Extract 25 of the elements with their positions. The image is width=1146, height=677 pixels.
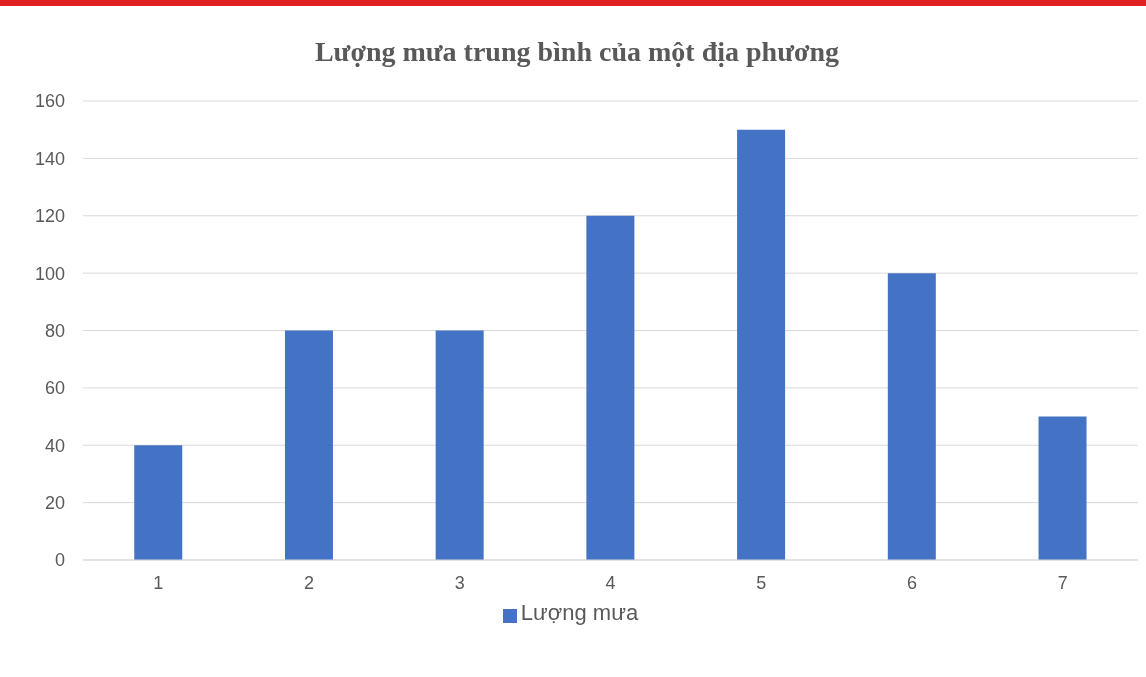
x-tick-label: 5 xyxy=(756,572,767,593)
bar xyxy=(1038,416,1087,560)
bar xyxy=(435,330,484,560)
y-tick-label: 80 xyxy=(44,320,65,341)
x-tick-label: 6 xyxy=(906,572,917,593)
x-tick-label: 4 xyxy=(605,572,616,593)
bar xyxy=(586,215,635,560)
chart-title: Lượng mưa trung bình của một địa phương xyxy=(313,36,841,68)
x-tick-label: 2 xyxy=(304,572,315,593)
bar xyxy=(887,273,936,560)
y-tick-label: 0 xyxy=(54,550,65,571)
y-tick-label: 140 xyxy=(34,148,65,169)
x-tick-label: 3 xyxy=(454,572,465,593)
y-tick-label: 120 xyxy=(34,206,65,227)
legend-label: Lượng mưa xyxy=(520,600,639,625)
y-tick-label: 100 xyxy=(34,263,65,284)
bar xyxy=(284,330,333,560)
x-tick-label: 7 xyxy=(1057,572,1068,593)
x-tick-label: 1 xyxy=(153,572,164,593)
bar xyxy=(737,129,786,560)
y-tick-label: 40 xyxy=(44,435,65,456)
y-tick-label: 160 xyxy=(34,91,65,112)
bar xyxy=(134,445,183,560)
y-tick-label: 60 xyxy=(44,378,65,399)
y-tick-label: 20 xyxy=(44,493,65,514)
